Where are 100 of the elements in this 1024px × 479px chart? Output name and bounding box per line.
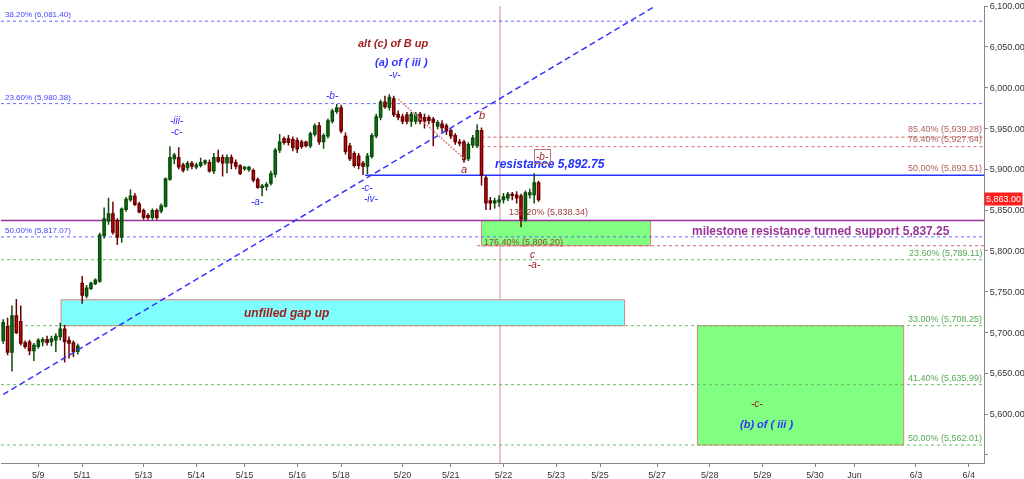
- candlestick: [413, 111, 418, 126]
- candlestick: [282, 135, 286, 146]
- x-tick-label: 5/16: [288, 469, 306, 479]
- candlestick: [497, 194, 501, 208]
- candlestick: [484, 174, 488, 211]
- y-tick-label: 5,650.00: [989, 368, 1024, 379]
- x-tick-label: 6/3: [909, 469, 923, 479]
- candlestick: [260, 183, 264, 197]
- annotation: -b-: [326, 90, 339, 101]
- candlestick: [435, 119, 440, 130]
- y-tick-label: 5,850.00: [989, 205, 1024, 216]
- candlestick: [203, 158, 207, 166]
- x-tick-label: Jun: [847, 469, 862, 479]
- ref-line-label: 33.00% (5,708.25): [908, 314, 983, 324]
- annotation: -c-: [171, 126, 184, 137]
- x-tick-label: 5/27: [648, 469, 666, 479]
- x-tick-label: 5/9: [32, 469, 45, 479]
- band-label: unfilled gap up: [244, 306, 330, 320]
- annotation: -a-: [251, 196, 264, 207]
- annotation: (a) of ( iii ): [375, 56, 428, 68]
- x-tick-label: 5/29: [753, 469, 772, 479]
- ref-line-label: 85.40% (5,939.28): [908, 124, 983, 134]
- annotation: 5,863.00: [986, 194, 1022, 204]
- y-tick-label: 5,700.00: [989, 327, 1024, 338]
- x-tick-label: 5/23: [547, 469, 565, 479]
- x-tick-label: 5/11: [73, 469, 91, 479]
- annotation: -c-: [361, 182, 374, 193]
- x-tick-label: 5/18: [332, 469, 350, 479]
- x-tick-label: 5/14: [187, 469, 206, 479]
- x-tick-label: 5/20: [393, 469, 412, 479]
- candlestick: [220, 153, 225, 178]
- candlestick: [462, 139, 466, 164]
- candlestick: [1, 318, 6, 345]
- candlestick: [440, 119, 444, 134]
- y-tick-label: 5,950.00: [989, 123, 1024, 134]
- candlestick: [176, 146, 181, 170]
- candlestick: [510, 191, 515, 201]
- annotation: -b-: [536, 151, 549, 162]
- annotation: -v-: [389, 69, 402, 80]
- candlestick: [391, 95, 396, 118]
- candlestick: [198, 157, 203, 169]
- candlestick: [190, 160, 194, 170]
- y-tick-label: 6,000.00: [989, 82, 1024, 93]
- candlestick: [405, 111, 409, 126]
- ref-line-label: 50.00% (5,817.07): [5, 226, 72, 235]
- annotation: -iii-: [170, 115, 184, 126]
- annotation: c: [530, 249, 535, 260]
- y-tick-label: 5,800.00: [989, 245, 1024, 256]
- candlestick: [146, 212, 150, 221]
- candlestick: [212, 152, 216, 175]
- annotation: -a-: [528, 259, 541, 270]
- candlestick: [453, 132, 458, 146]
- candlestick: [154, 207, 159, 221]
- annotation: 50.00% (5,893.51): [908, 163, 983, 173]
- candlestick: [409, 111, 414, 128]
- candlestick: [291, 135, 295, 153]
- x-tick-label: 5/21: [442, 469, 460, 479]
- ref-line-label: 176.40% (5,806.20): [484, 237, 564, 247]
- ref-line-label: 23.60% (5,789.11): [909, 248, 983, 258]
- annotation: -iv-: [364, 193, 379, 204]
- x-tick-label: 5/30: [806, 469, 824, 479]
- ref-line-label: 50.00% (5,562.01): [908, 433, 983, 443]
- x-tick-label: 5/15: [235, 469, 254, 479]
- annotation: alt (c) of B up: [358, 37, 429, 49]
- candlestick: [225, 153, 229, 175]
- y-tick-label: 5,600.00: [989, 409, 1024, 420]
- candlestick: [62, 324, 67, 364]
- candlestick: [40, 336, 45, 348]
- x-tick-label: 5/13: [134, 469, 153, 479]
- candlestick: [247, 165, 251, 173]
- ref-line-label: 38.20% (6,081.40): [5, 10, 72, 19]
- y-tick-label: 6,100.00: [989, 1, 1024, 12]
- x-tick-label: 5/22: [494, 469, 513, 479]
- candlestick: [32, 342, 36, 362]
- x-tick-label: 6/4: [962, 469, 975, 479]
- ref-line-label: 23.60% (5,980.38): [5, 93, 72, 102]
- ref-line-label: 41.40% (5,635.99): [908, 373, 983, 383]
- y-tick-label: 6,050.00: [989, 41, 1024, 52]
- candlestick: [304, 139, 308, 148]
- candlestick: [501, 192, 506, 205]
- candlestick: [317, 121, 321, 146]
- annotation: -c-: [751, 398, 764, 409]
- annotation: (b) of ( iii ): [740, 418, 794, 430]
- candlestick: [295, 136, 300, 154]
- candlestick: [339, 103, 343, 135]
- ref-line-label: 76.40% (5,927.64): [908, 134, 983, 144]
- candlestick: [238, 163, 242, 176]
- candlestick: [492, 197, 497, 210]
- candlestick: [475, 123, 479, 149]
- candlestick: [506, 191, 510, 202]
- candlestick: [75, 343, 80, 356]
- candlestick: [49, 334, 54, 348]
- candlestick: [45, 334, 49, 347]
- y-tick-label: 5,900.00: [989, 164, 1024, 175]
- x-tick-label: 5/28: [700, 469, 719, 479]
- candlestick: [286, 134, 291, 147]
- candlestick: [383, 95, 387, 110]
- x-tick-label: 5/25: [591, 469, 609, 479]
- candlestick: [80, 275, 85, 305]
- candlestick: [431, 116, 436, 148]
